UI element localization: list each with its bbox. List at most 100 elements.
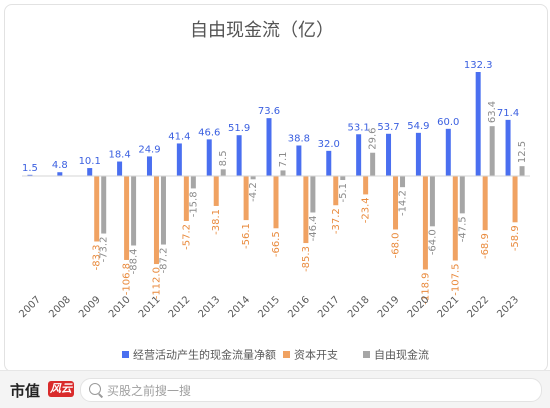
bar-capex-2023 bbox=[512, 176, 518, 223]
legend-label: 自由现金流 bbox=[374, 348, 429, 362]
brand-name: 市值 bbox=[10, 382, 41, 400]
x-tick-label: 2021 bbox=[436, 294, 462, 320]
bar-operating-cashflow-2020 bbox=[415, 132, 421, 176]
data-label: 53.7 bbox=[377, 122, 399, 133]
data-label: 53.1 bbox=[348, 122, 370, 133]
bar-capex-2021 bbox=[452, 176, 458, 261]
bar-capex-2014 bbox=[243, 176, 249, 221]
data-label: -57.2 bbox=[181, 224, 192, 250]
bar-capex-2020 bbox=[422, 176, 428, 270]
bar-free-cashflow-2010 bbox=[131, 176, 137, 246]
data-label: -56.1 bbox=[241, 223, 252, 249]
bar-operating-cashflow-2017 bbox=[326, 150, 332, 176]
bar-free-cashflow-2015 bbox=[280, 170, 286, 176]
data-label: 71.4 bbox=[497, 108, 519, 119]
bar-capex-2015 bbox=[273, 176, 279, 229]
bar-operating-cashflow-2012 bbox=[176, 143, 182, 176]
bar-capex-2022 bbox=[482, 176, 488, 231]
data-label: -14.2 bbox=[398, 190, 409, 216]
data-label: -73.2 bbox=[99, 237, 110, 263]
data-label: 29.6 bbox=[368, 127, 379, 149]
data-label: -68.0 bbox=[391, 232, 402, 258]
bar-operating-cashflow-2011 bbox=[146, 156, 152, 176]
bar-free-cashflow-2019 bbox=[400, 176, 406, 188]
bar-free-cashflow-2021 bbox=[459, 176, 465, 214]
data-label: 38.8 bbox=[288, 133, 310, 144]
data-label: 1.5 bbox=[22, 163, 38, 174]
bar-capex-2009 bbox=[94, 176, 100, 242]
x-tick-label: 2017 bbox=[316, 294, 342, 320]
bar-free-cashflow-2016 bbox=[310, 176, 316, 213]
chart-title: 自由现金流（亿） bbox=[190, 20, 334, 41]
data-label: -88.4 bbox=[129, 248, 140, 274]
bar-operating-cashflow-2014 bbox=[236, 135, 242, 176]
legend-label: 经营活动产生的现金流量净额 bbox=[133, 348, 276, 362]
bar-operating-cashflow-2023 bbox=[505, 119, 511, 176]
data-label: 32.0 bbox=[318, 139, 340, 150]
search-icon bbox=[89, 383, 101, 395]
x-tick-label: 2014 bbox=[226, 294, 252, 320]
bar-free-cashflow-2023 bbox=[519, 166, 525, 176]
legend-swatch bbox=[363, 351, 370, 358]
legend-label: 资本开支 bbox=[294, 348, 338, 362]
data-label: 60.0 bbox=[437, 117, 459, 128]
data-label: 10.1 bbox=[79, 156, 101, 167]
bar-capex-2018 bbox=[363, 176, 369, 195]
x-tick-label: 2018 bbox=[346, 294, 372, 320]
bar-operating-cashflow-2013 bbox=[206, 139, 212, 176]
data-label: 63.4 bbox=[487, 101, 498, 123]
chart: 自由现金流（亿） 1.5 2007 4.8 2008 10.1 -83.3-73.2 2009… bbox=[17, 20, 530, 362]
data-label: 73.6 bbox=[258, 106, 280, 117]
data-label: -87.2 bbox=[158, 248, 169, 274]
search-box[interactable]: 买股之前搜一搜 bbox=[80, 378, 542, 402]
data-label: -4.2 bbox=[248, 182, 259, 202]
bar-free-cashflow-2013 bbox=[220, 169, 226, 176]
x-tick-label: 2009 bbox=[77, 294, 103, 320]
data-label: 132.3 bbox=[464, 60, 493, 71]
data-label: 51.9 bbox=[228, 123, 250, 134]
data-label: -112.0 bbox=[151, 267, 162, 299]
data-label: 4.8 bbox=[52, 160, 68, 171]
data-label: -106.8 bbox=[122, 263, 133, 295]
bar-operating-cashflow-2019 bbox=[386, 133, 392, 176]
bar-operating-cashflow-2016 bbox=[296, 145, 302, 176]
data-label: -66.5 bbox=[271, 231, 282, 257]
data-label: 18.4 bbox=[108, 150, 130, 161]
x-tick-label: 2008 bbox=[47, 294, 73, 320]
data-label: 41.4 bbox=[168, 131, 190, 142]
x-tick-label: 2022 bbox=[466, 294, 492, 320]
bar-capex-2012 bbox=[183, 176, 189, 221]
bar-free-cashflow-2009 bbox=[101, 176, 107, 234]
x-tick-label: 2015 bbox=[256, 294, 282, 320]
data-label: -15.8 bbox=[188, 191, 199, 217]
data-label: -58.9 bbox=[510, 225, 521, 251]
bar-operating-cashflow-2010 bbox=[117, 161, 123, 176]
x-tick-label: 2013 bbox=[197, 294, 223, 320]
bar-operating-cashflow-2009 bbox=[87, 168, 93, 176]
legend-swatch bbox=[122, 351, 129, 358]
bar-operating-cashflow-2008 bbox=[57, 172, 63, 176]
bar-free-cashflow-2017 bbox=[340, 176, 346, 181]
x-tick-label: 2023 bbox=[495, 294, 521, 320]
data-label: -64.0 bbox=[427, 229, 438, 255]
bar-capex-2016 bbox=[303, 176, 309, 244]
bar-capex-2013 bbox=[213, 176, 219, 206]
data-label: 12.5 bbox=[517, 141, 528, 163]
bar-operating-cashflow-2018 bbox=[356, 134, 362, 176]
bar-free-cashflow-2022 bbox=[489, 126, 495, 176]
legend-swatch bbox=[283, 351, 290, 358]
bar-capex-2017 bbox=[333, 176, 339, 206]
bar-free-cashflow-2012 bbox=[190, 176, 196, 189]
bar-free-cashflow-2014 bbox=[250, 176, 256, 180]
search-input[interactable]: 买股之前搜一搜 bbox=[107, 384, 192, 398]
data-label: -68.9 bbox=[480, 233, 491, 259]
data-label: -23.4 bbox=[361, 197, 372, 223]
bar-capex-2019 bbox=[393, 176, 399, 230]
bar-free-cashflow-2020 bbox=[429, 176, 435, 227]
bar-capex-2010 bbox=[124, 176, 130, 260]
bar-operating-cashflow-2015 bbox=[266, 118, 272, 176]
data-label: -85.3 bbox=[301, 246, 312, 272]
data-label: 54.9 bbox=[407, 121, 429, 132]
data-label: 8.5 bbox=[218, 150, 229, 166]
data-label: -46.4 bbox=[308, 215, 319, 241]
